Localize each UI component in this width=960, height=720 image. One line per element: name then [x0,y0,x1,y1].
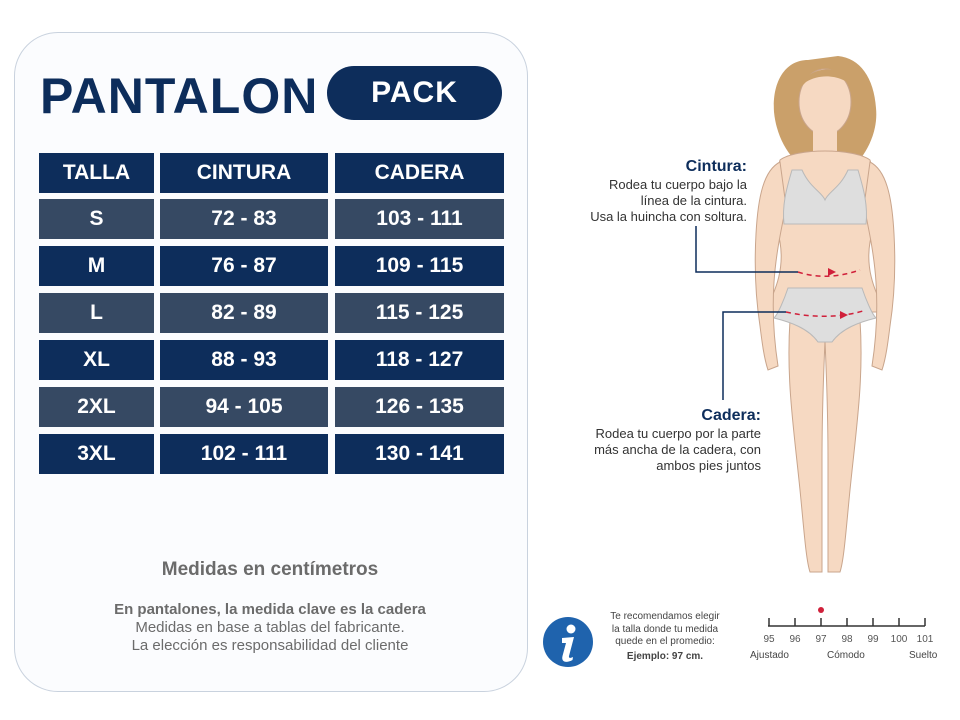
size-cell: M [39,246,154,286]
waist-title: Cintura: [685,158,747,175]
hip-cell: 103 - 111 [335,199,504,239]
tick-label: 101 [916,634,934,645]
size-cell: S [39,199,154,239]
waist-cell: 102 - 111 [160,434,328,474]
size-cell: 2XL [39,387,154,427]
hip-line-1: Rodea tu cuerpo por la parte [595,426,762,441]
measurement-notes: Medidas en centímetros En pantalones, la… [80,545,460,663]
header-cintura: CINTURA [160,153,328,193]
hip-line-2: más ancha de la cadera, con [594,442,761,457]
waist-instructions: Cintura: Rodea tu cuerpo bajo la línea d… [560,157,747,225]
hip-cell: 130 - 141 [335,434,504,474]
tick-label: 96 [789,634,801,645]
header-cadera: CADERA [335,153,504,193]
fit-marker [818,607,824,613]
product-title: PANTALON [40,68,319,124]
tick-label: 95 [763,634,775,645]
size-cell: L [39,293,154,333]
size-cell: 3XL [39,434,154,474]
recommendation-line-2: la talla donde tu medida [611,623,719,635]
hip-title: Cadera: [701,407,761,424]
hip-cell: 115 - 125 [335,293,504,333]
waist-cell: 82 - 89 [160,293,328,333]
key-measure-note: En pantalones, la medida clave es la cad… [114,601,426,618]
recommendation-text: Te recomendamos elegir la talla donde tu… [596,611,734,663]
units-note: Medidas en centímetros [161,559,379,580]
fit-scale-bar [768,607,926,627]
hip-cell: 118 - 127 [335,340,504,380]
fit-tight-label: Ajustado [750,650,789,661]
pack-badge: PACK [327,66,502,120]
fit-scale: 95 96 97 98 99 100 101 Ajustado Cómodo S… [745,602,945,668]
hip-cell: 109 - 115 [335,246,504,286]
responsibility-note: La elección es responsabilidad del clien… [131,637,409,654]
waist-cell: 72 - 83 [160,199,328,239]
waist-cell: 76 - 87 [160,246,328,286]
hip-cell: 126 - 135 [335,387,504,427]
size-cell: XL [39,340,154,380]
waist-cell: 94 - 105 [160,387,328,427]
recommendation-line-3: quede en el promedio: [615,636,715,647]
tick-label: 100 [890,634,908,645]
fit-comfortable-label: Cómodo [827,650,865,661]
tick-label: 99 [867,634,879,645]
hip-line-3: ambos pies juntos [656,458,761,473]
waist-line-2: línea de la cintura. [640,193,747,208]
waist-line-3: Usa la huincha con soltura. [590,209,747,224]
recommendation-example: Ejemplo: 97 cm. [626,650,704,662]
body-measurement-figure [695,56,896,573]
source-note: Medidas en base a tablas del fabricante. [135,619,405,636]
waist-line-1: Rodea tu cuerpo bajo la [608,177,747,192]
recommendation-line-1: Te recomendamos elegir [610,611,720,622]
tick-label: 98 [841,634,853,645]
hip-instructions: Cadera: Rodea tu cuerpo por la parte más… [555,406,761,474]
tick-label: 97 [815,634,827,645]
waist-cell: 88 - 93 [160,340,328,380]
fit-loose-label: Suelto [909,650,938,661]
info-icon [543,617,593,667]
header-talla: TALLA [39,153,154,193]
